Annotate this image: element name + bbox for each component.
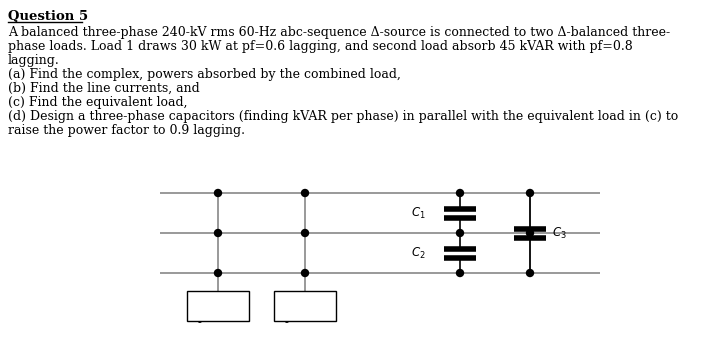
Circle shape — [457, 230, 464, 237]
Circle shape — [302, 189, 308, 197]
Circle shape — [457, 270, 464, 276]
Text: A balanced three-phase 240-kV rms 60-Hz abc-sequence Δ-source is connected to tw: A balanced three-phase 240-kV rms 60-Hz … — [8, 26, 670, 39]
Text: (b) Find the line currents, and: (b) Find the line currents, and — [8, 82, 200, 95]
Circle shape — [457, 189, 464, 197]
Circle shape — [526, 189, 534, 197]
Circle shape — [302, 230, 308, 237]
Circle shape — [214, 230, 222, 237]
Text: $C_1$: $C_1$ — [411, 206, 426, 221]
Bar — [274, 291, 336, 321]
Bar — [187, 291, 249, 321]
Text: $C_2$: $C_2$ — [411, 246, 426, 261]
Text: phase loads. Load 1 draws 30 kW at pf=0.6 lagging, and second load absorb 45 kVA: phase loads. Load 1 draws 30 kW at pf=0.… — [8, 40, 632, 53]
Circle shape — [214, 270, 222, 276]
Text: lagging.: lagging. — [8, 54, 60, 67]
Text: Question 5: Question 5 — [8, 10, 88, 23]
Text: (c) Find the equivalent load,: (c) Find the equivalent load, — [8, 96, 188, 109]
Circle shape — [302, 270, 308, 276]
Text: $C_3$: $C_3$ — [552, 225, 567, 240]
Text: pf=0.6: pf=0.6 — [198, 310, 238, 323]
Circle shape — [526, 270, 534, 276]
Text: pf=0.8: pf=0.8 — [285, 310, 325, 323]
Text: (a) Find the complex, powers absorbed by the combined load,: (a) Find the complex, powers absorbed by… — [8, 68, 401, 81]
Circle shape — [214, 189, 222, 197]
Text: 45 kVAR: 45 kVAR — [279, 299, 331, 312]
Text: 30 kW: 30 kW — [199, 299, 237, 312]
Text: (d) Design a three-phase capacitors (finding kVAR per phase) in parallel with th: (d) Design a three-phase capacitors (fin… — [8, 110, 678, 123]
Text: raise the power factor to 0.9 lagging.: raise the power factor to 0.9 lagging. — [8, 124, 245, 137]
Circle shape — [526, 230, 534, 237]
